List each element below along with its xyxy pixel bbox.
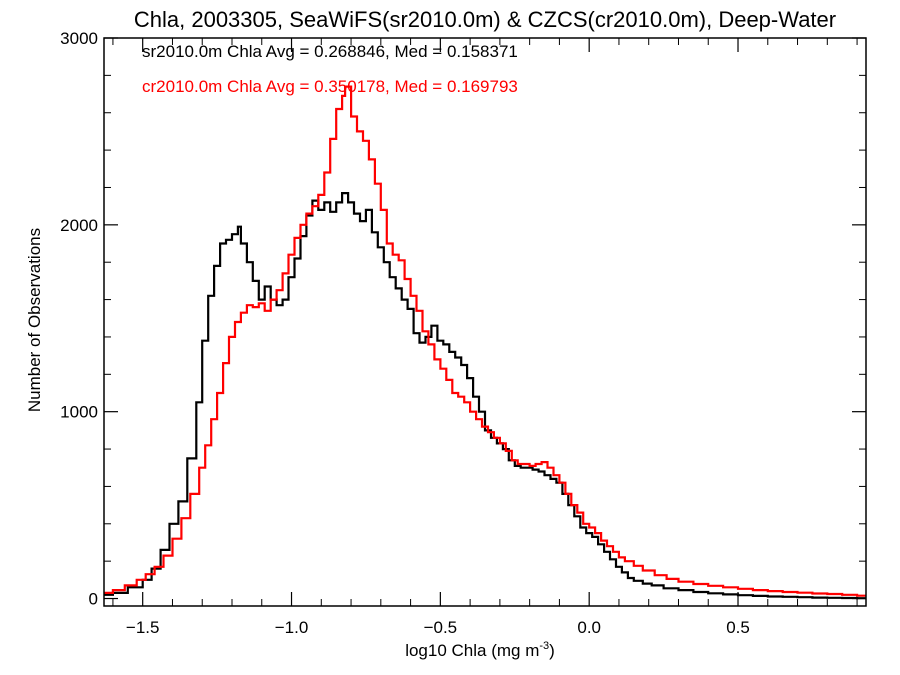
tick-labels: −1.5 −1.0 −0.5 0.0 0.5 0 1000 2000 3000	[60, 29, 750, 637]
plot-frame	[103, 37, 867, 607]
series-line-1	[104, 85, 866, 597]
y-tick-label: 3000	[60, 29, 98, 48]
x-tick-label: 0.5	[726, 618, 750, 637]
annotation-cr-stats: cr2010.0m Chla Avg = 0.350178, Med = 0.1…	[142, 77, 518, 96]
chart-title: Chla, 2003305, SeaWiFS(sr2010.0m) & CZCS…	[134, 7, 836, 32]
x-tick-label: −0.5	[424, 618, 458, 637]
series-lines	[104, 85, 866, 600]
x-tick-label: −1.0	[275, 618, 309, 637]
axis-ticks	[104, 37, 866, 606]
x-tick-label: −1.5	[126, 618, 160, 637]
y-tick-label: 0	[89, 590, 98, 609]
y-tick-label: 1000	[60, 403, 98, 422]
annotation-sr-stats: sr2010.0m Chla Avg = 0.268846, Med = 0.1…	[142, 42, 518, 61]
y-axis-label: Number of Observations	[25, 228, 44, 412]
x-tick-label: 0.0	[577, 618, 601, 637]
x-axis-label: log10 Chla (mg m-3)	[405, 640, 555, 660]
series-line-0	[104, 192, 866, 600]
y-tick-label: 2000	[60, 216, 98, 235]
